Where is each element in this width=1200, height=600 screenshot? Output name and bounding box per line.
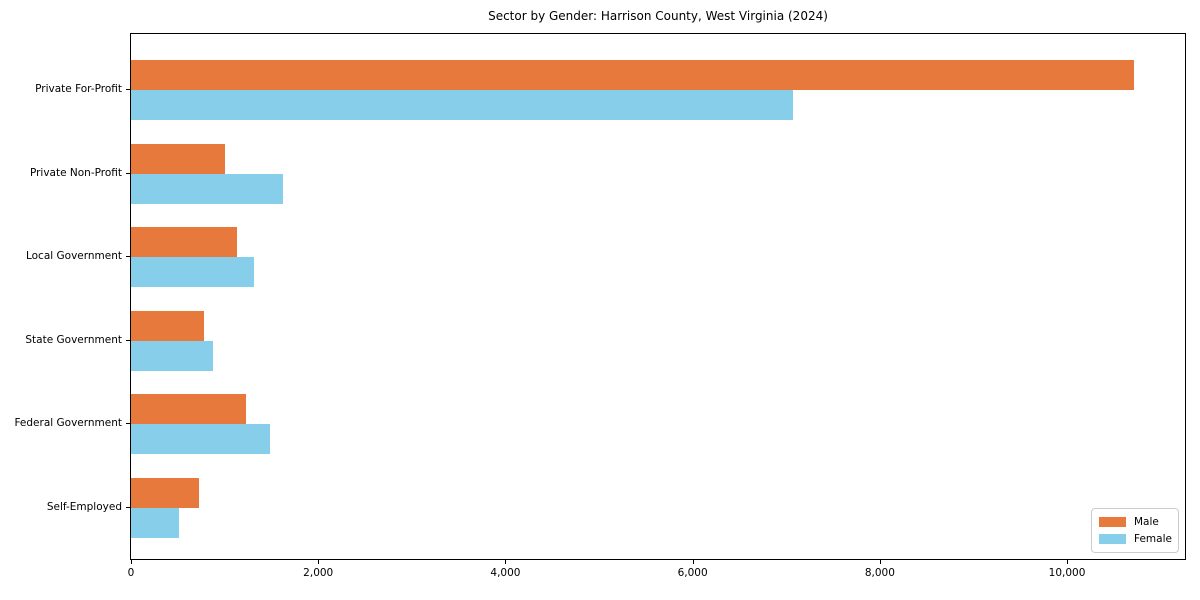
bar-male-0 (131, 60, 1135, 90)
y-tick-mark (126, 256, 130, 258)
y-tick-mark (126, 89, 130, 90)
y-tick-label: State Government (25, 333, 122, 346)
chart-title: Sector by Gender: Harrison County, West … (488, 9, 828, 23)
x-tick-mark (879, 560, 881, 564)
y-tick-mark (126, 423, 130, 425)
legend-label: Male (1134, 516, 1159, 528)
x-tick-label: 10,000 (1048, 567, 1086, 579)
x-tick-mark (318, 560, 320, 564)
x-tick-label: 0 (127, 567, 135, 579)
legend-swatch-male (1099, 517, 1126, 527)
x-tick-mark (505, 560, 507, 564)
y-tick-mark (126, 339, 130, 341)
plot-area (130, 33, 1186, 560)
x-tick-label: 6,000 (677, 567, 708, 579)
legend: Male Female (1091, 508, 1179, 553)
bar-male-5 (131, 478, 199, 508)
y-tick-mark (126, 172, 130, 174)
y-tick-label: Private For-Profit (35, 83, 122, 95)
legend-item-female: Female (1099, 533, 1178, 545)
legend-swatch-female (1099, 534, 1126, 544)
bar-female-2 (131, 257, 254, 288)
y-tick-label: Self-Employed (46, 501, 122, 513)
legend-label: Female (1134, 533, 1172, 545)
x-tick-mark (1067, 560, 1069, 564)
bar-male-2 (131, 227, 237, 258)
y-tick-mark (126, 507, 130, 508)
bar-female-3 (131, 340, 213, 371)
x-tick-label: 4,000 (490, 567, 521, 579)
bar-male-1 (131, 143, 225, 174)
bar-female-5 (131, 508, 179, 538)
x-tick-mark (131, 560, 132, 564)
x-tick-label: 2,000 (303, 567, 334, 579)
x-tick-label: 8,000 (864, 567, 895, 579)
x-tick-mark (692, 560, 694, 564)
bar-female-0 (131, 90, 793, 120)
y-tick-label: Federal Government (14, 417, 122, 430)
legend-item-male: Male (1099, 516, 1178, 528)
bar-female-1 (131, 173, 283, 204)
bar-male-3 (131, 310, 204, 341)
y-axis: Private For-Profit Private Non-Profit Loca… (0, 33, 122, 560)
bar-female-4 (131, 424, 270, 455)
y-tick-label: Local Government (25, 250, 122, 263)
bar-male-4 (131, 394, 247, 425)
y-tick-label: Private Non-Profit (29, 166, 122, 179)
